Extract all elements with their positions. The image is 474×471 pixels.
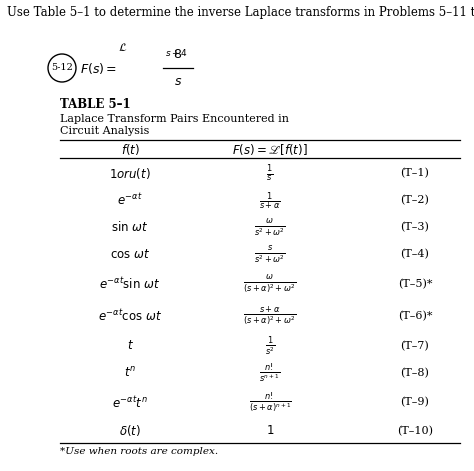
Text: $f(t)$: $f(t)$ xyxy=(120,142,139,157)
Text: (T–6)*: (T–6)* xyxy=(398,311,432,322)
Text: $8$: $8$ xyxy=(173,48,182,61)
Text: $\frac{n!}{(s + \alpha)^{n+1}}$: $\frac{n!}{(s + \alpha)^{n+1}}$ xyxy=(248,390,292,415)
Text: *Use when roots are complex.: *Use when roots are complex. xyxy=(60,447,218,456)
Text: $1$: $1$ xyxy=(266,424,274,438)
Text: (T–3): (T–3) xyxy=(401,222,429,233)
Text: $t$: $t$ xyxy=(127,340,134,352)
Text: TABLE 5–1: TABLE 5–1 xyxy=(60,98,131,111)
Text: (T–7): (T–7) xyxy=(401,341,429,351)
Text: $e^{-\alpha t}\sin\,\omega t$: $e^{-\alpha t}\sin\,\omega t$ xyxy=(100,276,161,292)
Text: $\frac{s + \alpha}{(s + \alpha)^2 + \omega^2}$: $\frac{s + \alpha}{(s + \alpha)^2 + \ome… xyxy=(243,305,297,328)
Text: (T–2): (T–2) xyxy=(401,195,429,205)
Text: $F(s) = $: $F(s) = $ xyxy=(80,60,117,75)
Text: $1 or u(t)$: $1 or u(t)$ xyxy=(109,166,151,181)
Text: (T–1): (T–1) xyxy=(401,168,429,179)
Text: $\cos\,\omega t$: $\cos\,\omega t$ xyxy=(110,248,150,261)
Text: Circuit Analysis: Circuit Analysis xyxy=(60,126,149,136)
Text: $\frac{n!}{s^{n+1}}$: $\frac{n!}{s^{n+1}}$ xyxy=(259,361,281,384)
Text: $\frac{1}{s + \alpha}$: $\frac{1}{s + \alpha}$ xyxy=(259,190,281,211)
Text: 5-12: 5-12 xyxy=(51,64,73,73)
Text: $\frac{s}{s^2 + \omega^2}$: $\frac{s}{s^2 + \omega^2}$ xyxy=(254,244,286,265)
Text: $\sin\,\omega t$: $\sin\,\omega t$ xyxy=(111,220,149,235)
Text: $t^n$: $t^n$ xyxy=(124,366,136,380)
Text: $e^{-\alpha t}\cos\,\omega t$: $e^{-\alpha t}\cos\,\omega t$ xyxy=(98,309,162,324)
Text: (T–10): (T–10) xyxy=(397,426,433,436)
Text: (T–4): (T–4) xyxy=(401,249,429,260)
Text: (T–5)*: (T–5)* xyxy=(398,279,432,289)
Text: (T–9): (T–9) xyxy=(401,398,429,408)
Text: Laplace Transform Pairs Encountered in: Laplace Transform Pairs Encountered in xyxy=(60,114,289,124)
Text: (T–8): (T–8) xyxy=(401,368,429,378)
Text: Use Table 5–1 to determine the inverse Laplace transforms in Problems 5–11 throu: Use Table 5–1 to determine the inverse L… xyxy=(7,6,474,19)
Text: $e^{-\alpha t}t^n$: $e^{-\alpha t}t^n$ xyxy=(112,395,148,410)
Text: $\frac{\omega}{(s + \alpha)^2 + \omega^2}$: $\frac{\omega}{(s + \alpha)^2 + \omega^2… xyxy=(243,273,297,295)
Circle shape xyxy=(48,54,76,82)
Text: $\frac{1}{s^2}$: $\frac{1}{s^2}$ xyxy=(264,334,275,357)
Text: $\mathcal{L}$: $\mathcal{L}$ xyxy=(118,41,127,53)
Text: $\delta(t)$: $\delta(t)$ xyxy=(119,423,141,439)
Text: $s + 4$: $s + 4$ xyxy=(165,47,188,58)
Text: $\frac{1}{s}$: $\frac{1}{s}$ xyxy=(266,163,273,184)
Text: $\frac{\omega}{s^2 + \omega^2}$: $\frac{\omega}{s^2 + \omega^2}$ xyxy=(254,217,286,238)
Text: $e^{-\alpha t}$: $e^{-\alpha t}$ xyxy=(117,193,143,208)
Text: $F(s) = \mathscr{L}[f(t)]$: $F(s) = \mathscr{L}[f(t)]$ xyxy=(232,142,308,157)
Text: $s$: $s$ xyxy=(174,75,182,88)
